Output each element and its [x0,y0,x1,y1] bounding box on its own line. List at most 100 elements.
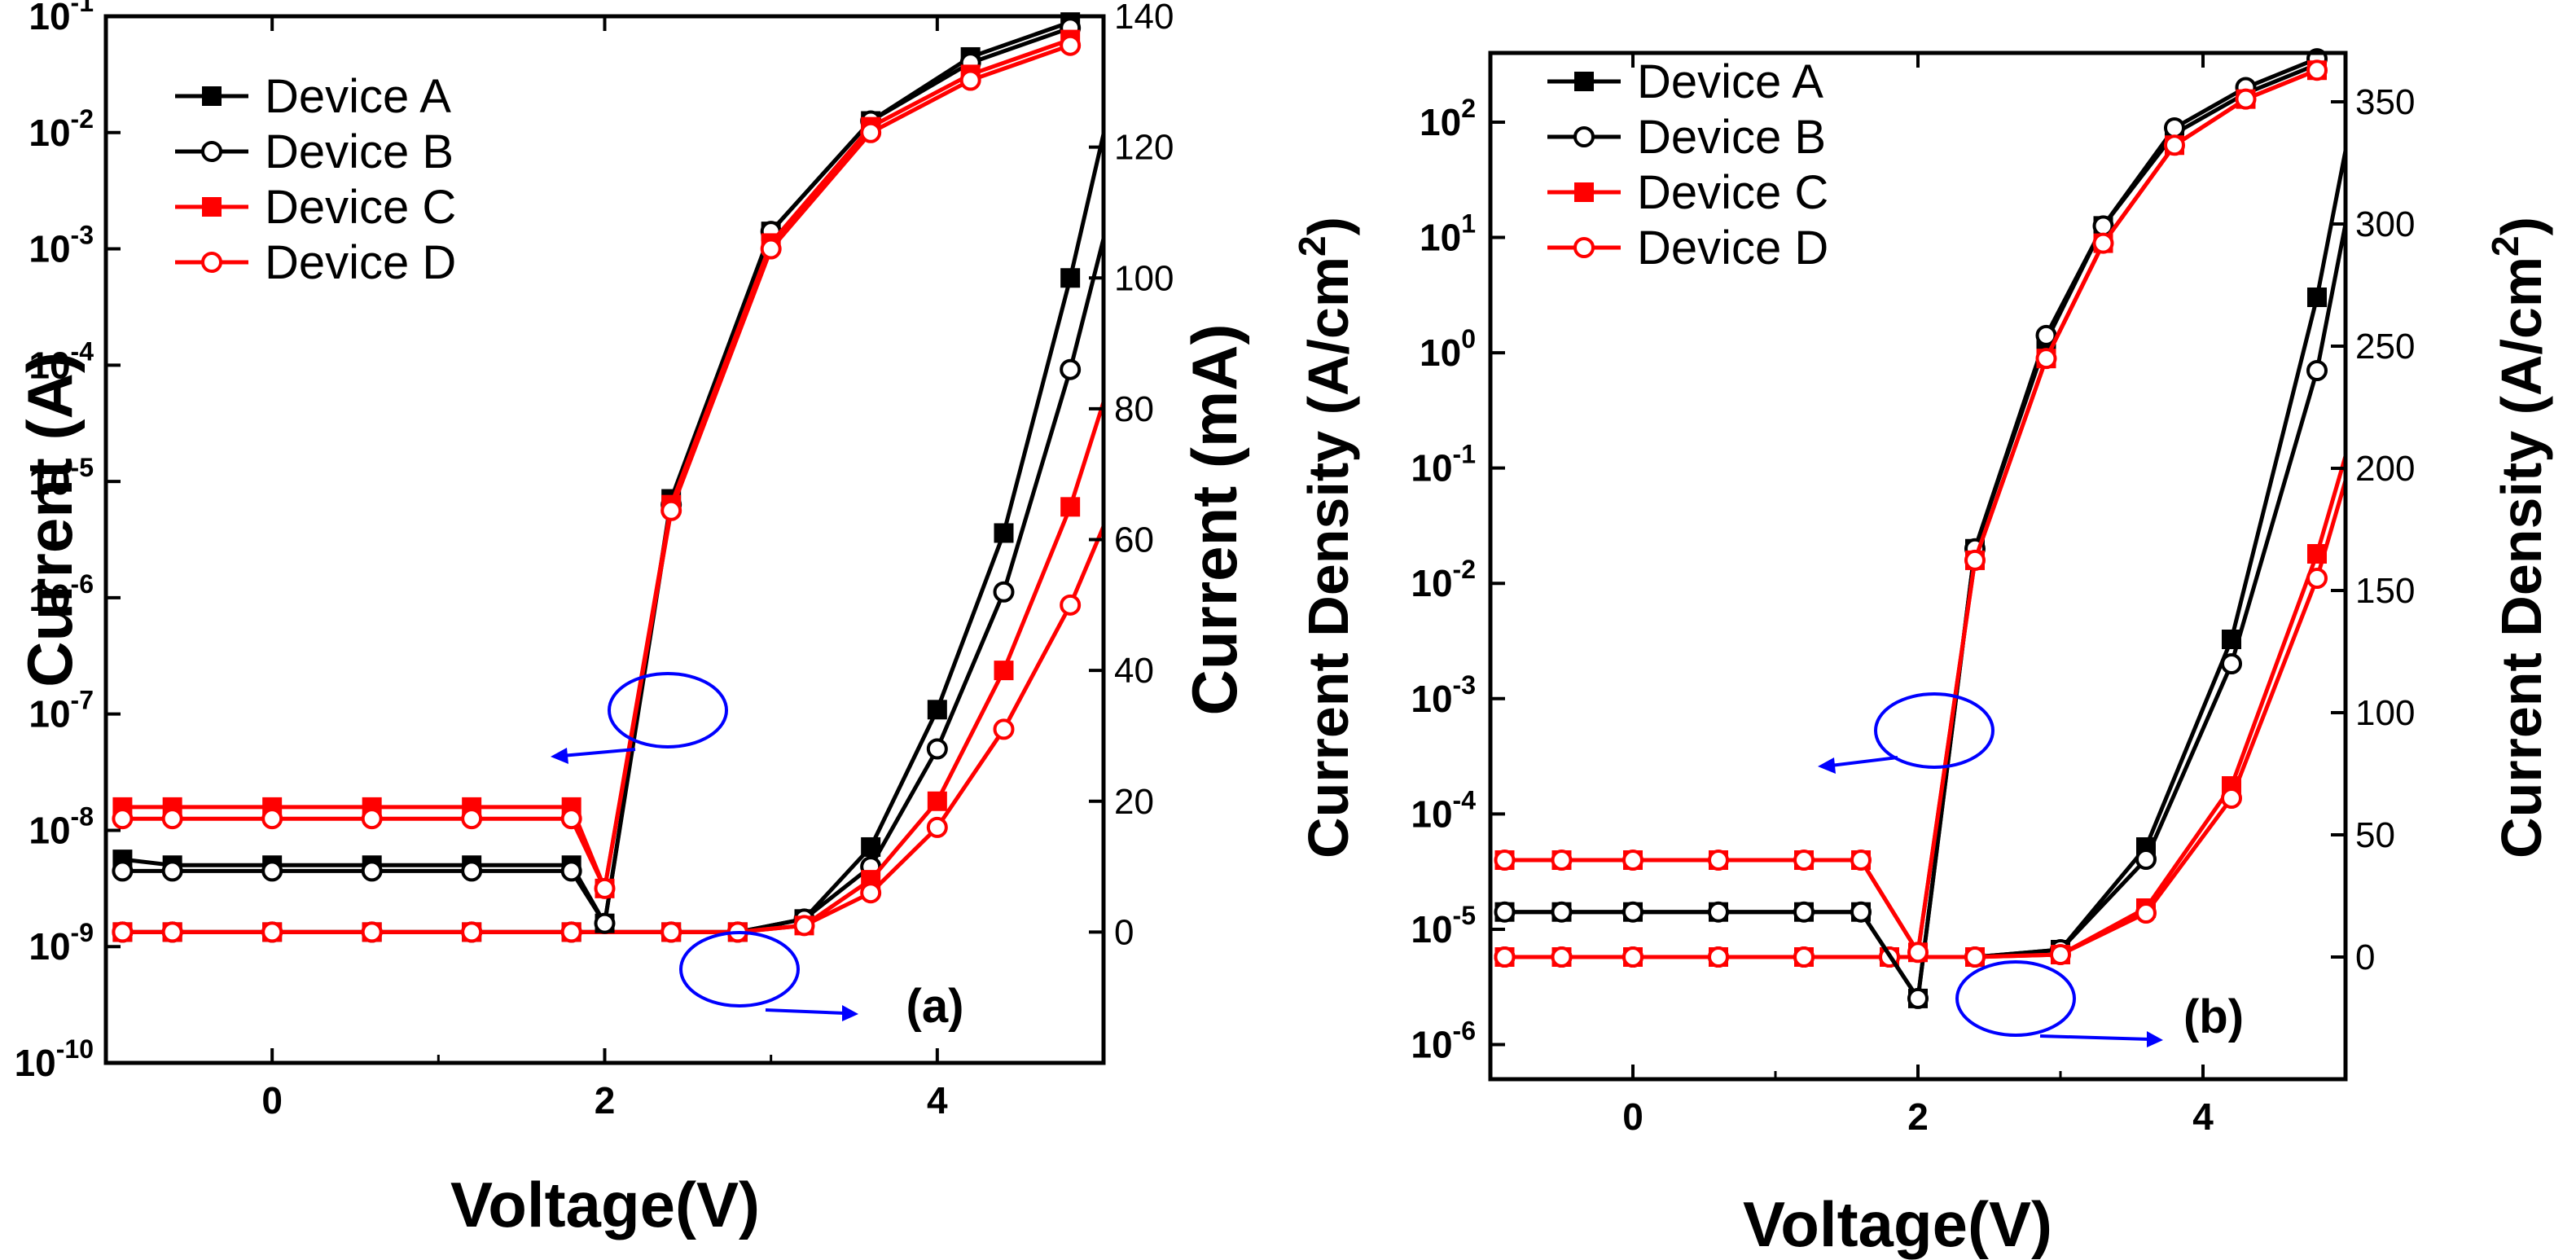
panel-b-left-arrowhead [1818,757,1836,774]
panel-a-log-point [760,238,782,260]
panel-b-log-point [2164,117,2185,139]
panel-a-ytick-exp: -6 [71,569,94,599]
panel-a-ytick-exp: -10 [56,1034,94,1064]
panel-a-ytick-base: 10 [29,344,70,386]
panel-b-legend-marker [1573,126,1595,147]
panel-b-legend-label: Device A [1637,55,1823,108]
panel-b-linear-point [2307,288,2327,307]
panel-a-log-point [112,808,134,830]
panel-b-linear-point [1964,946,1986,968]
panel-a-series [112,12,1106,943]
panel-b-log-point [1494,901,1516,923]
panel-b-log-point [1850,901,1872,923]
panel-a-axes: 0 2 410-110-210-310-410-510-610-710-810-91… [15,0,1174,1122]
panel-b-ylabel-left-close: ) [1297,217,1360,235]
panel-b-log-point [1494,850,1516,871]
panel-b-legend-label: Device C [1637,166,1828,219]
panel-a-linear-point [161,921,183,943]
panel-b-linear-axis-ellipse [1955,960,2076,1037]
panel-a-ytick-left-label: 10-1 [29,0,94,37]
panel-a-log-point [461,860,483,882]
panel-b-log-point [1551,850,1573,871]
panel-a-log-point [860,121,882,143]
panel-b-linear-point [2306,360,2328,381]
panel-a-legend-label: Device D [265,236,456,289]
panel-b-ylabel-left-main: Current Density (A/cm [1297,257,1360,858]
panel-b-legend-marker [1574,72,1594,91]
panel-a-xtick-label: 0 [261,1079,283,1122]
panel-b-ytick-right-label: 350 [2355,82,2415,122]
panel-b-ytick-base: 10 [1411,678,1452,720]
panel-b-ytick-left-label: 102 [1420,94,1476,143]
panel-a-xtick-label: 4 [927,1079,948,1122]
panel-b-ylabel-left: Current Density (A/cm2) [1291,217,1360,858]
panel-b-ytick-exp: 2 [1461,94,1476,123]
panel-b-log-point [1793,850,1815,871]
panel-a-ytick-base: 10 [29,577,70,619]
panel-a-log-point [560,860,582,882]
panel-a-ytick-right-label: 60 [1114,520,1154,560]
panel-b-linear-point [1494,946,1516,968]
panel-b-axes: 0 2 410210110010-110-210-310-410-510-60501… [1411,50,2415,1138]
panel-b-ytick-base: 10 [1420,217,1461,259]
panel-a-linear-point [926,816,948,838]
panel-a-ytick-base: 10 [29,693,70,735]
panel-a-ytick-base: 10 [29,228,70,270]
panel-b-ytick-exp: -4 [1453,785,1477,814]
panel-a-linear-point [1060,497,1081,517]
panel-a-ytick-left-label: 10-8 [29,801,94,851]
panel-a-linear-point [793,915,815,937]
panel-b-ytick-exp: -6 [1453,1016,1476,1046]
panel-b-linear-point [2221,653,2242,674]
panel-b-right-arrowhead [2147,1031,2163,1047]
panel-b-log-point [1793,901,1815,923]
panel-b-ytick-base: 10 [1420,101,1461,143]
panel-b-xtick-label: 4 [2192,1095,2214,1138]
panel-a-log-point [1060,34,1082,56]
panel-a-ytick-exp: -9 [71,918,94,947]
panel-b-log-point [1622,850,1643,871]
panel-b-xtick-label: 0 [1622,1095,1643,1138]
panel-b-log-point [1551,901,1573,923]
panel-a-linear-axis-ellipse [679,931,800,1008]
panel-a-ytick-left-label: 10-2 [29,104,94,154]
panel-a-ytick-exp: -8 [71,801,94,831]
panel-a-log-line-3 [122,43,1072,895]
panel-b-linear-point [2221,788,2242,809]
panel-a-annotations [551,672,858,1021]
panel-b-linear-point [1793,946,1815,968]
panel-b-linear-point [1622,946,1643,968]
panel-b-ytick-left-label: 10-5 [1411,901,1476,950]
panel-a-linear-point [927,700,947,720]
panel-a-log-point [261,860,283,882]
panel-a-log-point [361,808,383,830]
panel-a-ytick-exp: -5 [71,453,94,482]
panel-a-ytick-exp: -7 [71,686,94,715]
panel-a-left-arrowhead [551,748,568,764]
panel-b-xtick-label: 2 [1907,1095,1929,1138]
panel-b-linear-point [2306,568,2328,589]
panel-a-linear-point [927,791,947,811]
panel-b-right-arrow [2039,1034,2151,1041]
panel-a-left-arrow [561,748,636,757]
panel-b-ytick-base: 10 [1411,562,1452,604]
panel-b-series [1494,48,2348,1009]
panel-b-log-point [2164,134,2185,156]
panel-b-ytick-right-label: 250 [2355,327,2415,367]
panel-b-log-point [1708,901,1729,923]
panel-b-ytick-left-label: 10-3 [1411,670,1476,720]
panel-a-ytick-exp: -2 [71,104,94,134]
panel-a-ylabel-left: Current (A) [14,352,86,687]
panel-b-log-point [1850,850,1872,871]
panel-a-ytick-base: 10 [29,0,70,37]
panel-a-label: (a) [906,980,964,1033]
panel-b-legend-marker [1574,182,1594,202]
panel-a-ytick-base: 10 [29,460,70,503]
panel-a-linear-point [660,921,682,943]
panel-a-ytick-base: 10 [29,809,70,851]
panel-a-log-point [461,808,483,830]
panel-b-ylabel-right-sup: 2 [2484,235,2526,257]
panel-b-label: (b) [2183,990,2244,1043]
panel-a-linear-point [461,921,483,943]
